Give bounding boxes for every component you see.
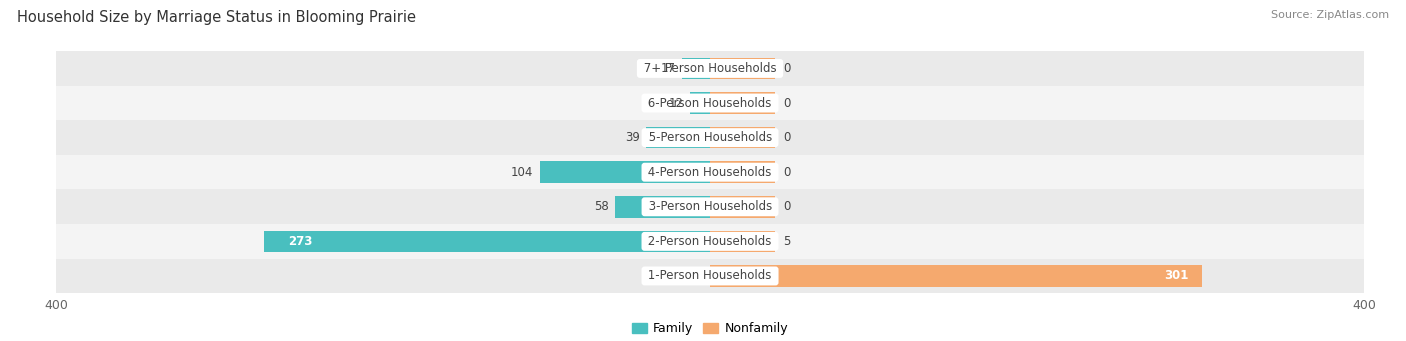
Bar: [264, 231, 710, 252]
Bar: [56, 224, 1364, 259]
Bar: [710, 162, 776, 183]
Bar: [56, 120, 1364, 155]
Text: 0: 0: [783, 166, 792, 179]
Bar: [56, 51, 1364, 86]
Bar: [710, 265, 1202, 287]
Text: 1-Person Households: 1-Person Households: [644, 269, 776, 282]
Text: 0: 0: [783, 97, 792, 109]
Text: 2-Person Households: 2-Person Households: [644, 235, 776, 248]
Bar: [710, 231, 776, 252]
Text: 5-Person Households: 5-Person Households: [644, 131, 776, 144]
Text: 0: 0: [783, 200, 792, 213]
Text: 273: 273: [288, 235, 312, 248]
Text: 0: 0: [783, 62, 792, 75]
Bar: [647, 127, 710, 148]
Text: Household Size by Marriage Status in Blooming Prairie: Household Size by Marriage Status in Blo…: [17, 10, 416, 25]
Text: 0: 0: [783, 131, 792, 144]
Legend: Family, Nonfamily: Family, Nonfamily: [627, 317, 793, 340]
Text: 3-Person Households: 3-Person Households: [644, 200, 776, 213]
Text: 12: 12: [669, 97, 683, 109]
Bar: [56, 155, 1364, 190]
Bar: [710, 127, 776, 148]
Text: 58: 58: [593, 200, 609, 213]
Text: 104: 104: [512, 166, 533, 179]
Text: 301: 301: [1164, 269, 1189, 282]
Bar: [682, 58, 710, 79]
Text: Source: ZipAtlas.com: Source: ZipAtlas.com: [1271, 10, 1389, 20]
Text: 39: 39: [624, 131, 640, 144]
Text: 6-Person Households: 6-Person Households: [644, 97, 776, 109]
Text: 17: 17: [661, 62, 676, 75]
Bar: [56, 259, 1364, 293]
Text: 5: 5: [783, 235, 792, 248]
Bar: [56, 190, 1364, 224]
Text: 4-Person Households: 4-Person Households: [644, 166, 776, 179]
Bar: [616, 196, 710, 218]
Bar: [540, 162, 710, 183]
Bar: [56, 86, 1364, 120]
Bar: [690, 92, 710, 114]
Bar: [710, 92, 776, 114]
Bar: [710, 196, 776, 218]
Bar: [710, 58, 776, 79]
Text: 7+ Person Households: 7+ Person Households: [640, 62, 780, 75]
